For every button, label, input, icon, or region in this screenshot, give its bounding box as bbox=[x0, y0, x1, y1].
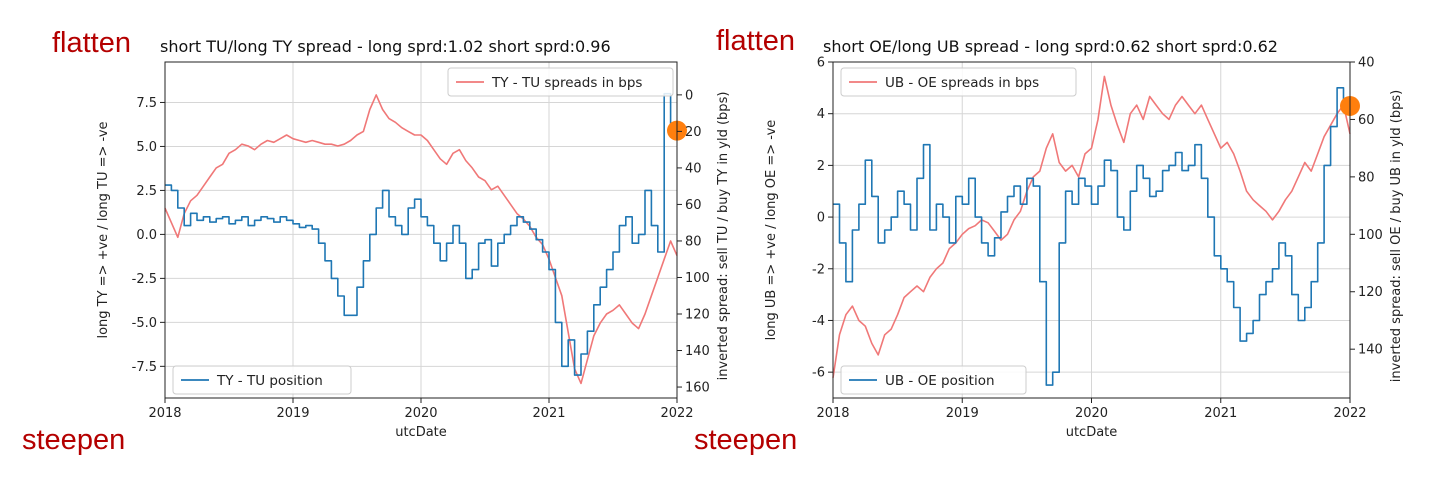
right-axis-ticks: 0 20 40 60 80 100 120 140 160 bbox=[677, 88, 710, 396]
legend-spread: UB - OE spreads in bps bbox=[840, 67, 1077, 97]
series-line-position bbox=[833, 87, 1350, 386]
legend-box bbox=[840, 365, 1027, 395]
right-axis-label: inverted spread: sell OE / buy UB in yld… bbox=[1389, 90, 1404, 382]
right-tick-label: 100 bbox=[685, 271, 710, 286]
left-tick-label: 6 bbox=[817, 56, 825, 71]
right-tick-label: 120 bbox=[1358, 285, 1383, 300]
left-tick-label: 0.0 bbox=[136, 228, 157, 243]
chart-panel-oe-ub: flatten steepen short OE/long UB spread … bbox=[694, 25, 1404, 456]
left-tick-label: 4 bbox=[817, 107, 825, 122]
left-tick-label: 5.0 bbox=[136, 140, 157, 155]
series-lines bbox=[832, 75, 1360, 386]
series-lines bbox=[164, 92, 687, 385]
x-axis-label: utcDate bbox=[395, 425, 447, 440]
legend-label: TY - TU spreads in bps bbox=[491, 75, 642, 91]
right-tick-label: 120 bbox=[685, 308, 710, 323]
legend-position: TY - TU position bbox=[172, 365, 352, 395]
x-axis-label: utcDate bbox=[1066, 425, 1118, 440]
legend-box bbox=[172, 365, 352, 395]
gridlines bbox=[164, 62, 678, 398]
series-line-position bbox=[165, 92, 678, 376]
x-tick-label: 2021 bbox=[532, 406, 565, 421]
left-axis-label: long UB => +ve / long OE => -ve bbox=[764, 120, 779, 341]
x-tick-label: 2018 bbox=[816, 406, 849, 421]
left-axis-ticks: -7.5 -5.0 -2.5 0.0 2.5 5.0 7.5 bbox=[132, 96, 165, 375]
chart-panel-tu-ty: flatten steepen short TU/long TY spread … bbox=[22, 27, 731, 456]
right-tick-label: 0 bbox=[685, 88, 693, 103]
left-tick-label: 0 bbox=[817, 211, 825, 226]
left-tick-label: -6 bbox=[812, 366, 825, 381]
x-tick-label: 2020 bbox=[404, 406, 437, 421]
annotation-flatten: flatten bbox=[716, 25, 795, 57]
left-tick-label: -7.5 bbox=[132, 360, 157, 375]
series-line-spread bbox=[832, 75, 1351, 379]
x-tick-label: 2019 bbox=[276, 406, 309, 421]
right-tick-label: 80 bbox=[1358, 170, 1375, 185]
right-tick-label: 40 bbox=[685, 161, 702, 176]
left-tick-label: 7.5 bbox=[136, 96, 157, 111]
left-tick-label: -2.5 bbox=[132, 272, 157, 287]
right-tick-label: 80 bbox=[685, 234, 702, 249]
x-tick-label: 2019 bbox=[946, 406, 979, 421]
legend-label: UB - OE spreads in bps bbox=[885, 75, 1039, 91]
right-tick-label: 140 bbox=[1358, 343, 1383, 358]
right-tick-label: 140 bbox=[685, 344, 710, 359]
legends: UB - OE spreads in bps UB - OE position bbox=[840, 67, 1077, 395]
chart-title: short TU/long TY spread - long sprd:1.02… bbox=[160, 37, 611, 56]
legend-position: UB - OE position bbox=[840, 365, 1027, 395]
legend-box bbox=[447, 67, 674, 97]
x-tick-label: 2022 bbox=[1333, 406, 1366, 421]
right-tick-label: 20 bbox=[685, 125, 702, 140]
x-tick-label: 2021 bbox=[1204, 406, 1237, 421]
x-axis-ticks: 2018 2019 2020 2021 2022 bbox=[148, 398, 694, 421]
legend-spread: TY - TU spreads in bps bbox=[447, 67, 674, 97]
right-tick-label: 160 bbox=[685, 381, 710, 396]
left-tick-label: 2.5 bbox=[136, 184, 157, 199]
legend-label: TY - TU position bbox=[216, 373, 323, 389]
chart-title: short OE/long UB spread - long sprd:0.62… bbox=[823, 37, 1278, 56]
left-tick-label: -2 bbox=[812, 262, 825, 277]
left-axis-label: long TY => +ve / long TU => -ve bbox=[96, 121, 111, 338]
left-axis-ticks: -6 -4 -2 0 2 4 6 bbox=[812, 56, 833, 381]
x-tick-label: 2022 bbox=[660, 406, 693, 421]
x-axis-ticks: 2018 2019 2020 2021 2022 bbox=[816, 398, 1367, 421]
right-tick-label: 40 bbox=[1358, 56, 1375, 71]
right-axis-label: inverted spread: sell TU / buy TY in yld… bbox=[716, 92, 731, 381]
left-tick-label: -5.0 bbox=[132, 316, 157, 331]
right-tick-label: 100 bbox=[1358, 228, 1383, 243]
annotation-flatten: flatten bbox=[52, 27, 131, 59]
legend-label: UB - OE position bbox=[885, 373, 995, 389]
left-tick-label: -4 bbox=[812, 314, 825, 329]
x-tick-label: 2018 bbox=[148, 406, 181, 421]
annotation-steepen: steepen bbox=[22, 424, 125, 456]
annotation-steepen: steepen bbox=[694, 424, 797, 456]
right-axis-ticks: 40 60 80 100 120 140 bbox=[1350, 56, 1383, 358]
right-tick-label: 60 bbox=[1358, 113, 1375, 128]
legends: TY - TU spreads in bps TY - TU position bbox=[172, 67, 674, 395]
x-tick-label: 2020 bbox=[1075, 406, 1108, 421]
legend-box bbox=[840, 67, 1077, 97]
left-tick-label: 2 bbox=[817, 159, 825, 174]
series-line-spread bbox=[164, 94, 678, 385]
right-tick-label: 60 bbox=[685, 198, 702, 213]
